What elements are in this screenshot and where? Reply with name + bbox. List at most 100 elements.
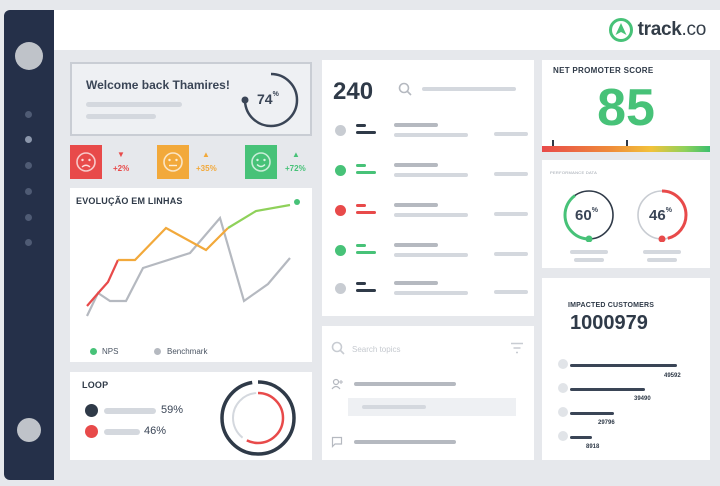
loop-value-2: 46% bbox=[144, 425, 167, 437]
welcome-progress-ring bbox=[241, 72, 299, 128]
comment-icon[interactable] bbox=[331, 436, 343, 448]
impacted-label: IMPACTED CUSTOMERS bbox=[568, 302, 655, 309]
filter-icon[interactable] bbox=[510, 342, 524, 354]
add-user-icon[interactable] bbox=[331, 378, 343, 390]
status-bar bbox=[356, 124, 366, 127]
nps-line-high bbox=[227, 203, 291, 229]
row-line bbox=[394, 243, 438, 247]
impacted-customers-card: IMPACTED CUSTOMERS 1000979 49592 39490 2… bbox=[542, 278, 710, 460]
benchmark-line bbox=[86, 215, 291, 317]
evolution-line-chart bbox=[86, 199, 300, 317]
trend-up-icon: ▲ bbox=[292, 150, 300, 159]
evolution-title: EVOLUÇÃO EM LINHAS bbox=[76, 196, 183, 206]
stat-change-happy: +72% bbox=[285, 164, 306, 173]
status-bar bbox=[356, 282, 366, 285]
status-bar bbox=[356, 131, 376, 134]
sidebar-item-1[interactable] bbox=[25, 111, 32, 118]
row-line bbox=[394, 291, 468, 295]
impacted-row-value: 29796 bbox=[598, 420, 615, 426]
impacted-row-dot bbox=[558, 383, 568, 393]
impacted-bar bbox=[570, 412, 614, 415]
impacted-row-value: 39490 bbox=[634, 396, 651, 402]
topics-count: 240 bbox=[333, 78, 374, 105]
nps-value: 85 bbox=[597, 79, 655, 137]
nps-line-mid bbox=[118, 226, 229, 262]
nps-card: NET PROMOTER SCORE 85 bbox=[542, 60, 710, 152]
search-input[interactable]: Search topics bbox=[352, 345, 401, 354]
status-bar bbox=[356, 251, 376, 254]
status-bar bbox=[356, 244, 366, 247]
impacted-row-dot bbox=[558, 431, 568, 441]
stat-change-neutral: +35% bbox=[196, 164, 217, 173]
row-line bbox=[354, 440, 456, 444]
text-field[interactable] bbox=[348, 398, 516, 416]
status-dot bbox=[335, 205, 346, 216]
search-icon[interactable] bbox=[398, 82, 412, 96]
logo-text: track.co bbox=[637, 19, 707, 40]
top-bar: track.co bbox=[54, 10, 720, 50]
trend-up-icon: ▲ bbox=[202, 150, 210, 159]
loop-card: LOOP 59% 46% bbox=[70, 372, 312, 460]
loop-donut-chart bbox=[220, 380, 296, 456]
benchmark-legend-dot bbox=[154, 348, 161, 355]
search-placeholder-line bbox=[422, 87, 516, 91]
status-bar bbox=[356, 164, 366, 167]
loop-dot-red bbox=[85, 425, 98, 438]
sidebar-item-6[interactable] bbox=[25, 239, 32, 246]
nps-gradient-bar bbox=[542, 146, 710, 152]
row-line bbox=[494, 252, 528, 256]
impacted-row-dot bbox=[558, 359, 568, 369]
performance-caption bbox=[647, 258, 677, 262]
status-dot bbox=[335, 283, 346, 294]
status-dot bbox=[335, 245, 346, 256]
sidebar-item-5[interactable] bbox=[25, 214, 32, 221]
row-line bbox=[494, 172, 528, 176]
welcome-card: Welcome back Thamires! 74% bbox=[70, 62, 312, 136]
search-topics-card: Search topics bbox=[322, 326, 534, 460]
row-line bbox=[394, 253, 468, 257]
loop-bar bbox=[104, 429, 140, 435]
sidebar-item-2[interactable] bbox=[25, 136, 32, 143]
row-line bbox=[394, 163, 438, 167]
status-bar bbox=[356, 204, 366, 207]
nps-legend-dot bbox=[90, 348, 97, 355]
benchmark-legend-label: Benchmark bbox=[167, 347, 208, 356]
row-line bbox=[394, 281, 438, 285]
performance-caption bbox=[643, 250, 681, 254]
sad-face-icon bbox=[70, 145, 102, 179]
nps-label: NET PROMOTER SCORE bbox=[553, 66, 654, 75]
loop-dot-dark bbox=[85, 404, 98, 417]
search-icon[interactable] bbox=[331, 341, 345, 355]
impacted-row-value: 49592 bbox=[664, 373, 681, 379]
welcome-title: Welcome back Thamires! bbox=[86, 78, 230, 92]
sidebar-item-4[interactable] bbox=[25, 188, 32, 195]
nps-end-point bbox=[294, 199, 300, 205]
welcome-percent: 74% bbox=[257, 91, 279, 107]
row-line bbox=[494, 290, 528, 294]
row-line bbox=[494, 212, 528, 216]
sidebar bbox=[4, 10, 54, 480]
settings-button[interactable] bbox=[17, 418, 41, 442]
loop-value-1: 59% bbox=[161, 404, 184, 416]
status-bar bbox=[356, 211, 376, 214]
status-dot bbox=[335, 125, 346, 136]
nps-scale-marker bbox=[626, 140, 628, 148]
impacted-row-dot bbox=[558, 407, 568, 417]
performance-value-1: 60% bbox=[575, 207, 598, 224]
performance-ring-46 bbox=[636, 189, 688, 242]
row-line bbox=[394, 213, 468, 217]
evolution-card: EVOLUÇÃO EM LINHAS NPS Benchmark bbox=[70, 188, 312, 362]
loop-bar bbox=[104, 408, 156, 414]
sidebar-item-3[interactable] bbox=[25, 162, 32, 169]
performance-ring-60 bbox=[563, 189, 615, 242]
avatar[interactable] bbox=[15, 42, 43, 70]
row-line bbox=[494, 132, 528, 136]
impacted-bar bbox=[570, 436, 592, 439]
track-logo-icon bbox=[608, 18, 633, 42]
trend-down-icon: ▼ bbox=[117, 150, 125, 159]
performance-caption bbox=[574, 258, 604, 262]
logo[interactable]: track.co bbox=[608, 17, 706, 43]
impacted-row-value: 8918 bbox=[586, 444, 600, 450]
row-line bbox=[394, 203, 438, 207]
happy-face-icon bbox=[245, 145, 277, 179]
